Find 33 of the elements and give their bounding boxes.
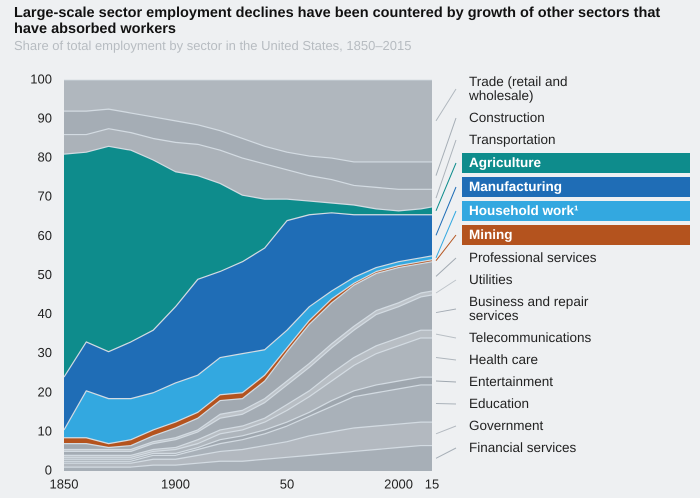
y-tick-label: 30 [38,345,52,360]
y-tick-label: 0 [44,462,52,478]
y-tick-label: 10 [38,423,52,438]
text: Transportation [468,131,557,149]
legend-label: Entertainment [468,373,554,391]
x-tick-label: 50 [280,476,294,492]
legend-label: Telecommunications [468,329,592,347]
text: Agriculture [462,153,690,173]
y-tick-label: 100 [30,71,52,86]
y-tick-label: 90 [38,110,52,126]
legend-label: Utilities [468,271,514,289]
text: Household work¹ [462,201,690,221]
legend-label: Business and repair services [468,293,590,325]
chart-title: Large-scale sector employment declines have been countered by growth of other sectors that have absorbed workers [14,5,662,37]
text: Manufacturing [462,177,690,197]
y-tick-label: 60 [38,228,52,243]
y-tick-label: 80 [38,150,52,165]
x-tick-label: 15 [424,476,440,492]
y-tick-label: 40 [38,306,52,322]
text: Trade (retail and wholesale) [468,73,569,105]
legend-label: Education [468,395,530,413]
y-tick-label: 20 [38,384,52,400]
x-tick-label: 2000 [384,476,414,492]
y-tick-label: 50 [38,266,52,282]
x-tick-label: 1900 [161,476,190,492]
y-tick-label: 70 [38,188,52,204]
legend-label: Health care [468,351,540,369]
legend-label: Financial services [468,439,578,457]
text: Mining [462,225,690,245]
text: Construction [468,109,546,127]
legend-label: Government [468,417,544,435]
text: Professional services [468,249,598,267]
x-tick-label: 1850 [50,476,78,492]
